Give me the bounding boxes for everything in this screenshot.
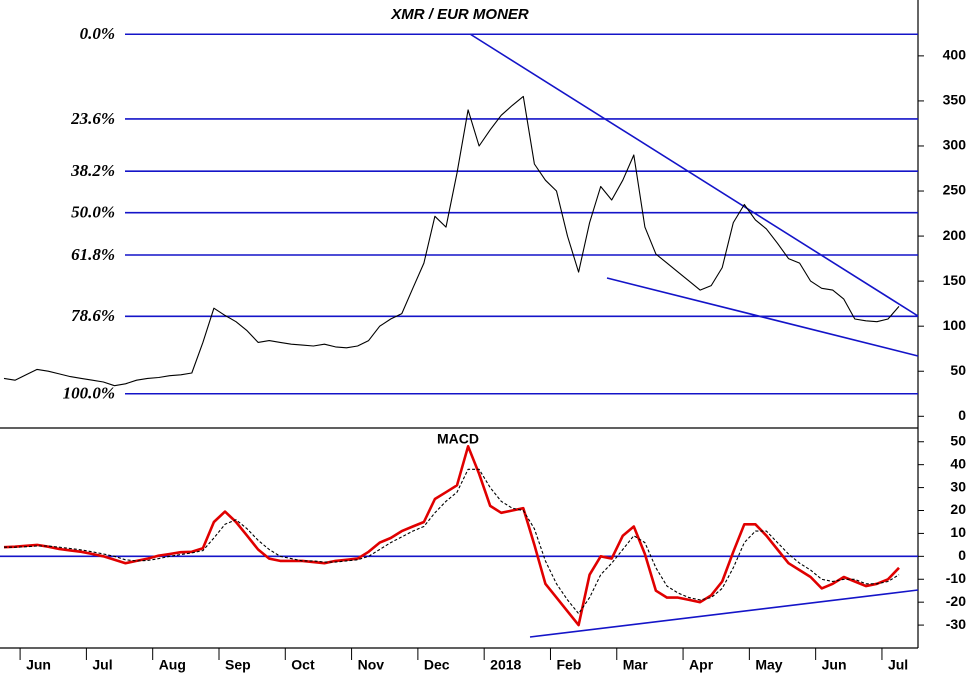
x-tick-label: Jun bbox=[26, 657, 51, 673]
x-tick-label: Aug bbox=[159, 657, 186, 673]
trendline bbox=[529, 589, 919, 638]
y-tick-label: 150 bbox=[943, 272, 967, 288]
frame bbox=[0, 0, 919, 649]
y-tick-label: 100 bbox=[943, 317, 967, 333]
trendlines bbox=[469, 33, 919, 638]
fib-label: 78.6% bbox=[71, 306, 115, 325]
y-tick-label: 50 bbox=[950, 432, 966, 448]
y-tick-label: 350 bbox=[943, 92, 967, 108]
chart-title: XMR / EUR MONER bbox=[390, 6, 529, 23]
y-tick-label: -20 bbox=[946, 593, 966, 609]
x-tick-label: Dec bbox=[424, 657, 450, 673]
x-tick-label: Mar bbox=[623, 657, 648, 673]
y-tick-label: 10 bbox=[950, 524, 966, 540]
fib-label: 50.0% bbox=[71, 203, 115, 222]
fib-label: 38.2% bbox=[70, 161, 115, 180]
x-tick-label: Oct bbox=[291, 657, 315, 673]
y-tick-label: -30 bbox=[946, 616, 966, 632]
x-tick-label: Apr bbox=[689, 657, 714, 673]
y-tick-label: 400 bbox=[943, 47, 967, 63]
y-tick-label: 250 bbox=[943, 182, 967, 198]
fib-label: 0.0% bbox=[80, 24, 115, 43]
fib-label: 23.6% bbox=[70, 109, 115, 128]
y-tick-label: 30 bbox=[950, 478, 966, 494]
y-tick-label: 300 bbox=[943, 137, 967, 153]
y-tick-label: 20 bbox=[950, 501, 966, 517]
fib-label: 100.0% bbox=[63, 384, 115, 403]
y-tick-label: 0 bbox=[958, 407, 966, 423]
x-tick-label: Feb bbox=[556, 657, 581, 673]
series-line bbox=[3, 95, 900, 387]
trendline bbox=[469, 33, 919, 317]
x-tick-label: Jun bbox=[822, 657, 847, 673]
x-tick-label: Jul bbox=[92, 657, 112, 673]
fib-label: 61.8% bbox=[71, 245, 115, 264]
series-line bbox=[3, 445, 900, 627]
y-tick-label: 0 bbox=[958, 547, 966, 563]
series-line bbox=[4, 468, 900, 615]
x-tick-label: Nov bbox=[358, 657, 385, 673]
y-tick-label: 200 bbox=[943, 227, 967, 243]
x-tick-label: 2018 bbox=[490, 657, 521, 673]
panel-title: MACD bbox=[437, 431, 479, 447]
y-tick-label: 50 bbox=[950, 362, 966, 378]
y-tick-label: -10 bbox=[946, 570, 966, 586]
x-tick-label: May bbox=[755, 657, 782, 673]
x-tick-label: Jul bbox=[888, 657, 908, 673]
x-tick-label: Sep bbox=[225, 657, 251, 673]
y-tick-label: 40 bbox=[950, 455, 966, 471]
